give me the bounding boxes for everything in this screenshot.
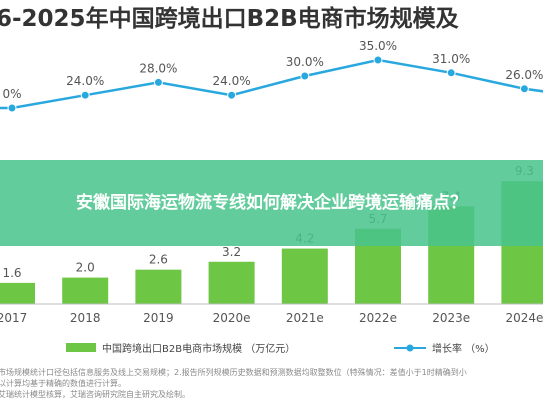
growth-point-2021e bbox=[300, 71, 310, 81]
growth-point-2023e bbox=[446, 68, 456, 78]
bar-2019 bbox=[135, 269, 182, 304]
legend: 中国跨境出口B2B电商市场规模 （万亿元） 增长率 （%） bbox=[66, 342, 495, 355]
growth-value-label: 0% bbox=[2, 87, 21, 101]
overlay-banner: 安徽国际海运物流专线如何解决企业跨境运输痛点？ bbox=[0, 160, 543, 246]
bar-2017 bbox=[0, 282, 35, 304]
legend-bar-swatch bbox=[66, 343, 96, 352]
bar-value-label: 2.0 bbox=[76, 261, 95, 275]
bar-value-label: 2.6 bbox=[149, 253, 168, 267]
chart-title: 6-2025年中国跨境出口B2B电商市场规模及 bbox=[0, 5, 459, 32]
x-tick-labels: 2017 2018 2019 2020e 2021e 2022e 2023e 2024e bbox=[0, 311, 543, 325]
growth-point-2019 bbox=[153, 77, 163, 87]
source-note-line: 市场规模统计口径包括信息服务及线上交易规模；2.报告所列规模历史数据和预测数据均… bbox=[0, 368, 467, 377]
x-tick-label: 2023e bbox=[432, 311, 470, 325]
bar-2021e bbox=[281, 248, 328, 304]
x-tick-label: 2020e bbox=[213, 311, 251, 325]
x-tick-label: 2022e bbox=[359, 311, 397, 325]
banner-headline: 安徽国际海运物流专线如何解决企业跨境运输痛点？ bbox=[76, 193, 467, 213]
source-notes: 市场规模统计口径包括信息服务及线上交易规模；2.报告所列规模历史数据和预测数据均… bbox=[0, 367, 543, 408]
x-tick-label: 2024e bbox=[505, 311, 543, 325]
growth-point-2022e bbox=[373, 55, 383, 65]
growth-point-2018 bbox=[80, 90, 90, 100]
growth-point-2017 bbox=[7, 103, 17, 113]
growth-value-label: 30.0% bbox=[286, 55, 324, 69]
growth-value-label: 28.0% bbox=[139, 61, 177, 75]
growth-value-label: 31.0% bbox=[432, 52, 470, 66]
growth-point-2020e bbox=[227, 90, 237, 100]
source-note-line: 以计算均基于精确的数值进行计算。 bbox=[0, 379, 126, 388]
legend-bar-label: 中国跨境出口B2B电商市场规模 （万亿元） bbox=[102, 342, 295, 355]
growth-point-2024e bbox=[519, 84, 529, 94]
source-note-line: 艾瑞统计模型核算，艾瑞咨询研究院自主研究及绘制。 bbox=[0, 390, 190, 399]
x-tick-label: 2017 bbox=[0, 311, 27, 325]
x-tick-label: 2021e bbox=[286, 311, 324, 325]
growth-value-label: 24.0% bbox=[66, 74, 104, 88]
growth-value-label: 24.0% bbox=[213, 74, 251, 88]
bar-value-label: 1.6 bbox=[2, 266, 21, 280]
bar-2020e bbox=[208, 261, 255, 304]
growth-value-label: 35.0% bbox=[359, 39, 397, 53]
legend-line-marker bbox=[406, 344, 414, 352]
bar-value-label: 3.2 bbox=[222, 245, 241, 259]
bar-2018 bbox=[62, 277, 109, 304]
legend-line-label: 增长率 （%） bbox=[432, 342, 495, 355]
growth-line-group: 0% 24.0% 28.0% 24.0% 30.0% 35.0% 31.0% 26.0% bbox=[0, 39, 543, 113]
x-tick-label: 2018 bbox=[70, 311, 101, 325]
growth-rate-line bbox=[0, 58, 543, 110]
x-tick-label: 2019 bbox=[143, 311, 174, 325]
growth-value-label: 26.0% bbox=[505, 68, 543, 82]
